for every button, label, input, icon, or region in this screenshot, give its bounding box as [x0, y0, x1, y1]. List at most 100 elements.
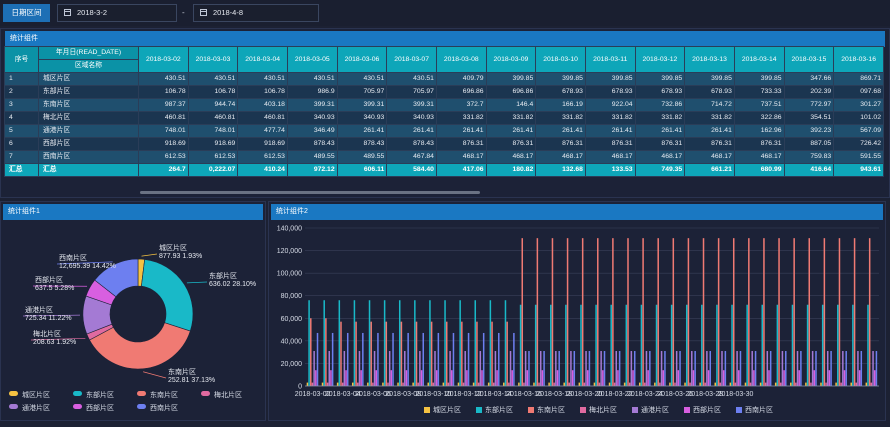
- bar[interactable]: [642, 238, 644, 386]
- bar[interactable]: [323, 300, 325, 386]
- bar[interactable]: [585, 351, 587, 386]
- bar[interactable]: [397, 382, 399, 386]
- bar[interactable]: [714, 382, 717, 386]
- bar[interactable]: [776, 304, 779, 386]
- bar[interactable]: [526, 370, 529, 386]
- bar[interactable]: [370, 321, 372, 386]
- legend-item[interactable]: 西部片区: [73, 403, 114, 413]
- bar[interactable]: [556, 370, 559, 386]
- pie-slice[interactable]: [141, 259, 194, 332]
- bar[interactable]: [734, 382, 737, 386]
- bar[interactable]: [675, 351, 678, 386]
- bar[interactable]: [306, 382, 309, 386]
- column-header-date[interactable]: 2018-03-03: [187, 46, 239, 73]
- bar[interactable]: [548, 382, 550, 386]
- bar[interactable]: [398, 300, 401, 386]
- bar[interactable]: [649, 351, 651, 386]
- bar[interactable]: [853, 238, 856, 386]
- bar[interactable]: [534, 304, 537, 386]
- bar[interactable]: [524, 351, 527, 386]
- bar[interactable]: [422, 332, 425, 386]
- bar[interactable]: [766, 351, 769, 386]
- bar[interactable]: [429, 300, 431, 386]
- bar[interactable]: [729, 382, 732, 386]
- bar[interactable]: [625, 304, 628, 386]
- bar[interactable]: [326, 382, 329, 386]
- bar[interactable]: [435, 370, 438, 386]
- bar[interactable]: [813, 370, 816, 386]
- bar[interactable]: [746, 304, 748, 386]
- bar[interactable]: [837, 304, 839, 386]
- bar[interactable]: [595, 304, 597, 386]
- bar[interactable]: [388, 351, 391, 386]
- bar[interactable]: [508, 382, 510, 386]
- bar[interactable]: [790, 382, 792, 386]
- bar[interactable]: [360, 370, 362, 386]
- bar[interactable]: [647, 370, 649, 386]
- bar[interactable]: [704, 382, 706, 386]
- bar[interactable]: [838, 238, 841, 386]
- column-header-date[interactable]: 2018-03-11: [584, 46, 636, 73]
- bar[interactable]: [593, 382, 596, 386]
- bar[interactable]: [315, 370, 317, 386]
- bar[interactable]: [603, 351, 606, 386]
- bar[interactable]: [445, 321, 448, 386]
- bar[interactable]: [382, 382, 384, 386]
- bar[interactable]: [744, 382, 747, 386]
- bar[interactable]: [670, 304, 673, 386]
- bar[interactable]: [610, 304, 612, 386]
- bar[interactable]: [476, 321, 478, 386]
- column-header-date[interactable]: 2018-03-10: [535, 46, 586, 73]
- column-header-date[interactable]: 2018-03-13: [684, 46, 735, 73]
- bar[interactable]: [627, 238, 629, 386]
- pie-slice[interactable]: [94, 258, 139, 298]
- bar[interactable]: [521, 238, 524, 386]
- bar[interactable]: [321, 382, 324, 386]
- bar[interactable]: [563, 382, 565, 386]
- pie-slice[interactable]: [89, 322, 191, 370]
- bar[interactable]: [336, 382, 339, 386]
- bar[interactable]: [716, 304, 718, 386]
- bar[interactable]: [479, 351, 482, 386]
- bar[interactable]: [447, 382, 450, 386]
- bar[interactable]: [414, 300, 416, 386]
- bar[interactable]: [481, 370, 483, 386]
- bar[interactable]: [355, 321, 357, 386]
- bar[interactable]: [739, 351, 742, 386]
- bar[interactable]: [800, 351, 802, 386]
- bar[interactable]: [751, 351, 753, 386]
- bar[interactable]: [568, 382, 571, 386]
- bar[interactable]: [617, 370, 619, 386]
- bar[interactable]: [346, 332, 349, 386]
- bar[interactable]: [400, 321, 403, 386]
- bar[interactable]: [783, 370, 785, 386]
- bar[interactable]: [793, 238, 795, 386]
- bar[interactable]: [377, 332, 379, 386]
- bar[interactable]: [390, 370, 393, 386]
- bar[interactable]: [494, 351, 497, 386]
- bar[interactable]: [467, 332, 470, 386]
- bar[interactable]: [459, 300, 461, 386]
- bar[interactable]: [351, 382, 354, 386]
- bar[interactable]: [719, 382, 722, 386]
- bar[interactable]: [865, 382, 868, 386]
- bar[interactable]: [457, 382, 460, 386]
- bar[interactable]: [340, 321, 342, 386]
- legend-item[interactable]: 东部片区: [476, 405, 513, 415]
- bar[interactable]: [761, 304, 764, 386]
- legend-item[interactable]: 通港片区: [632, 405, 669, 415]
- bar[interactable]: [513, 332, 515, 386]
- bar[interactable]: [709, 351, 712, 386]
- bar[interactable]: [573, 351, 576, 386]
- bar[interactable]: [434, 351, 436, 386]
- bar[interactable]: [731, 304, 733, 386]
- bar[interactable]: [588, 351, 591, 386]
- bar[interactable]: [753, 370, 755, 386]
- bar[interactable]: [462, 382, 465, 386]
- bar[interactable]: [580, 304, 582, 386]
- bar[interactable]: [857, 351, 859, 386]
- bar[interactable]: [565, 304, 567, 386]
- bar[interactable]: [511, 370, 513, 386]
- bar[interactable]: [543, 351, 545, 386]
- column-header-date[interactable]: 2018-03-12: [634, 46, 686, 73]
